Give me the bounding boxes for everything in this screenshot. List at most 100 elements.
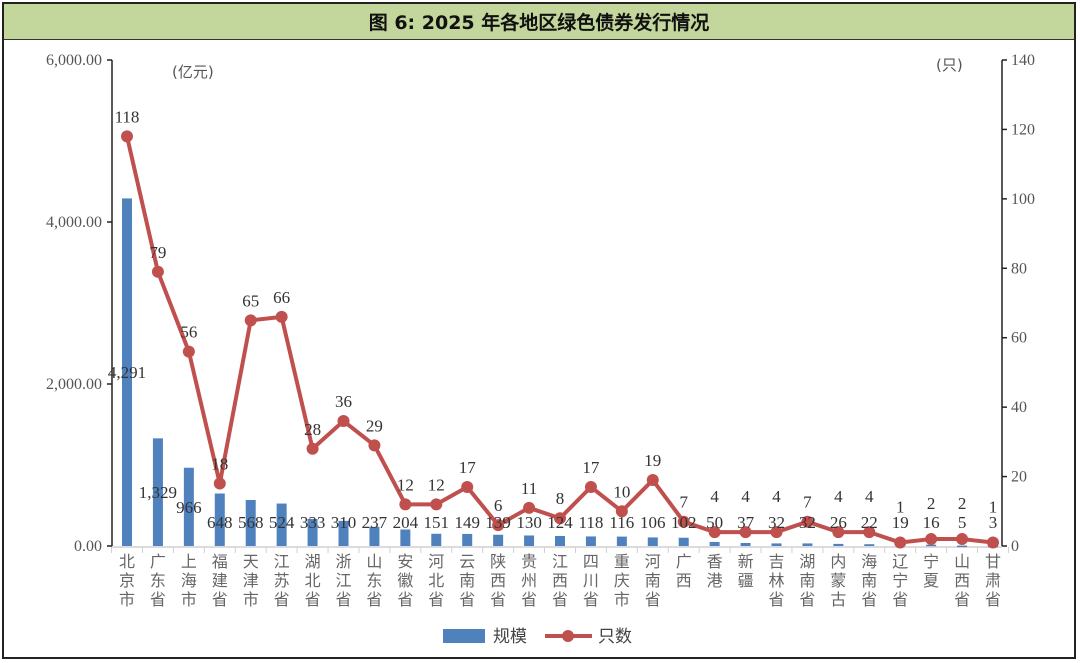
category-label: 庆 <box>614 571 630 590</box>
left-tick-label: 4,000.00 <box>46 214 102 231</box>
count-value-label: 56 <box>180 323 197 342</box>
category-label: 省 <box>521 590 537 609</box>
category-label: 东 <box>150 571 166 590</box>
count-value-label: 118 <box>115 107 140 126</box>
category-label: 新 <box>738 552 754 571</box>
count-marker <box>368 439 381 452</box>
category-label: 西 <box>490 571 506 590</box>
category-label: 西 <box>954 571 970 590</box>
bar-value-label: 22 <box>861 513 878 532</box>
right-tick-label: 80 <box>1011 260 1027 277</box>
bar-云南省 <box>462 533 473 546</box>
bar-value-label: 16 <box>923 513 940 532</box>
category-label: 津 <box>243 571 259 590</box>
bar-海南省 <box>864 544 875 546</box>
category-label: 辽 <box>892 552 908 571</box>
category-label: 夏 <box>923 571 939 590</box>
count-marker <box>492 519 505 532</box>
count-value-label: 4 <box>772 487 781 506</box>
bar-河南省 <box>647 537 658 546</box>
count-value-label: 11 <box>521 479 537 498</box>
bar-内蒙古 <box>833 543 844 546</box>
count-marker <box>121 130 133 143</box>
bar-value-label: 26 <box>830 513 847 532</box>
category-label: 市 <box>243 590 259 609</box>
count-marker <box>337 415 350 428</box>
count-marker <box>182 345 195 358</box>
bar-value-label: 149 <box>454 513 480 532</box>
left-tick-label: 0.00 <box>74 538 102 555</box>
bar-value-label: 333 <box>300 513 326 532</box>
bar-福建省 <box>214 493 225 546</box>
bar-value-label: 3 <box>989 513 998 532</box>
category-label: 海 <box>181 571 197 590</box>
count-marker <box>739 526 752 539</box>
bar-value-label: 102 <box>671 513 697 532</box>
category-label: 省 <box>645 590 661 609</box>
bar-value-label: 524 <box>269 513 295 532</box>
category-label: 市 <box>119 590 135 609</box>
category-label: 省 <box>552 590 568 609</box>
category-label: 南 <box>645 571 661 590</box>
count-value-label: 10 <box>613 482 630 501</box>
count-value-label: 12 <box>397 475 414 494</box>
category-label: 省 <box>274 590 290 609</box>
bar-value-label: 32 <box>768 513 785 532</box>
category-label: 省 <box>799 590 815 609</box>
category-label: 贵 <box>521 552 537 571</box>
count-marker <box>244 314 257 327</box>
bar-value-label: 4,291 <box>108 363 146 382</box>
category-label: 云 <box>459 552 475 571</box>
bar-浙江省 <box>338 520 349 546</box>
category-label: 疆 <box>738 571 754 590</box>
category-label: 吉 <box>768 552 784 571</box>
category-label: 建 <box>212 571 228 590</box>
count-marker <box>615 505 628 518</box>
count-value-label: 17 <box>582 458 600 477</box>
count-marker <box>399 498 412 511</box>
count-marker <box>430 498 443 511</box>
count-value-label: 2 <box>927 494 936 513</box>
bar-广东省 <box>152 438 163 546</box>
category-label: 省 <box>305 590 321 609</box>
bar-河北省 <box>431 533 442 546</box>
count-marker <box>554 512 566 525</box>
left-tick-label: 2,000.00 <box>46 376 102 393</box>
bar-新疆 <box>740 543 751 546</box>
category-label: 河 <box>428 552 444 571</box>
category-label: 川 <box>583 571 599 590</box>
bar-value-label: 151 <box>424 513 450 532</box>
count-value-label: 4 <box>865 487 874 506</box>
count-marker <box>151 265 164 278</box>
count-value-label: 7 <box>679 493 688 512</box>
bar-value-label: 19 <box>892 513 909 532</box>
bar-value-label: 118 <box>578 513 603 532</box>
category-label: 香 <box>707 552 723 571</box>
category-label: 西 <box>676 571 692 590</box>
count-value-label: 6 <box>494 496 503 515</box>
category-label: 省 <box>490 590 506 609</box>
bar-value-label: 124 <box>547 513 573 532</box>
count-value-label: 36 <box>335 392 352 411</box>
category-label: 东 <box>366 571 382 590</box>
count-value-label: 7 <box>803 493 812 512</box>
bar-value-label: 5 <box>958 513 967 532</box>
category-label: 省 <box>985 590 1001 609</box>
count-value-label: 4 <box>834 487 843 506</box>
category-label: 港 <box>707 571 723 590</box>
bar-重庆市 <box>616 536 627 546</box>
count-value-label: 28 <box>304 420 321 439</box>
bar-天津市 <box>245 499 256 546</box>
right-unit-label: (只) <box>936 56 963 74</box>
count-value-label: 29 <box>366 416 383 435</box>
category-label: 省 <box>150 590 166 609</box>
right-tick-label: 40 <box>1011 399 1027 416</box>
category-label: 内 <box>830 552 846 571</box>
category-label: 省 <box>428 590 444 609</box>
legend-line-marker <box>562 630 574 642</box>
count-value-label: 12 <box>428 475 445 494</box>
count-value-label: 19 <box>644 451 661 470</box>
right-tick-label: 120 <box>1011 121 1035 138</box>
count-marker <box>708 526 721 539</box>
category-label: 古 <box>830 590 846 609</box>
